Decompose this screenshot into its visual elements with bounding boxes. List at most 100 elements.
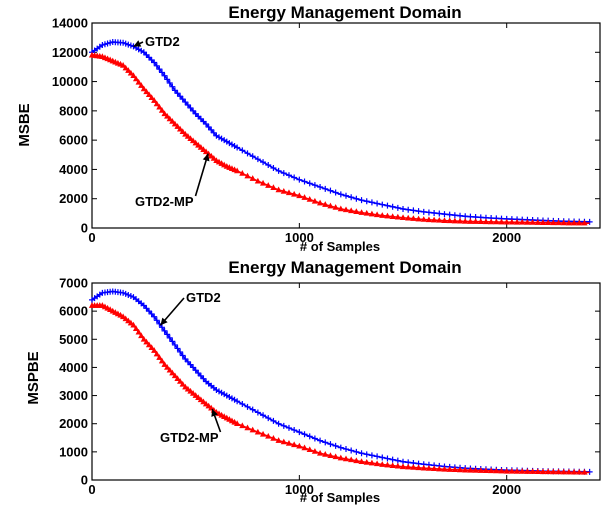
series-gtd2-mp-marker: [368, 459, 376, 466]
series-gtd2-mp-marker: [125, 317, 132, 324]
annotation-arrowhead: [133, 40, 142, 47]
series-gtd2-mp-marker: [119, 313, 127, 320]
x-tick-label: 0: [88, 230, 95, 245]
series-gtd2-marker: [343, 446, 349, 453]
series-gtd2-marker: [415, 208, 422, 215]
series-gtd2-mp-marker: [337, 454, 344, 461]
series-gtd2-mp-marker: [436, 216, 443, 223]
series-gtd2-mp-marker: [545, 219, 552, 226]
series-gtd2-mp-marker: [425, 465, 433, 471]
annotation-arrow: [194, 153, 209, 197]
series-gtd2-mp-marker: [161, 361, 168, 367]
series-gtd2-marker: [161, 72, 168, 79]
series-gtd2-mp-marker: [363, 458, 370, 465]
series-gtd2-mp-marker: [353, 457, 360, 464]
series-gtd2-mp-marker: [462, 217, 469, 224]
series-gtd2-mp-marker: [301, 444, 308, 451]
series-gtd2-mp-marker: [498, 218, 505, 225]
series-gtd2-marker: [169, 338, 176, 345]
series-gtd2-marker: [368, 452, 375, 459]
series-gtd2-marker: [322, 439, 329, 446]
series-gtd2-mp-marker: [311, 448, 319, 454]
series-gtd2-mp-marker: [316, 449, 324, 456]
series-gtd2-marker: [270, 417, 277, 424]
series-gtd2-mp-marker: [519, 218, 526, 225]
series-gtd2-mp-marker: [166, 366, 173, 373]
series-gtd2-marker: [239, 401, 246, 408]
series-gtd2-mp-marker: [456, 466, 464, 473]
series-gtd2-mp-marker: [182, 130, 189, 137]
series-gtd2-mp-marker: [239, 422, 246, 429]
series-gtd2-mp-marker: [576, 219, 583, 226]
series-gtd2-mp-marker: [202, 148, 210, 155]
series-gtd2-mp-marker: [291, 190, 298, 197]
series-gtd2-marker: [311, 435, 318, 442]
series-gtd2-marker: [306, 180, 313, 187]
series-gtd2-mp-marker: [145, 91, 153, 98]
y-tick-label: 5000: [59, 332, 88, 347]
y-tick-label: 2000: [59, 191, 88, 206]
series-gtd2-marker: [161, 327, 168, 334]
x-tick-label: 0: [88, 482, 95, 497]
series-gtd2-mp-marker: [513, 218, 521, 225]
series-gtd2-marker: [169, 83, 176, 90]
x-axis-label: # of Samples: [300, 490, 380, 505]
series-gtd2-mp-marker: [275, 437, 282, 443]
series-gtd2-mp-marker: [508, 467, 515, 474]
series-gtd2-mp-marker: [545, 468, 552, 475]
series-gtd2-mp-marker: [529, 468, 536, 474]
series-gtd2-mp-marker: [164, 363, 171, 370]
series-gtd2-marker: [317, 184, 324, 190]
series-gtd2-marker: [153, 317, 160, 324]
series-gtd2-mp-marker: [138, 332, 145, 339]
series-gtd2-marker: [280, 170, 287, 177]
series-gtd2-marker: [441, 211, 448, 218]
series-gtd2-marker: [431, 209, 438, 216]
series-gtd2-mp-marker: [161, 110, 168, 117]
series-gtd2-mp-marker: [576, 468, 583, 475]
series-gtd2-marker: [311, 182, 318, 189]
x-tick-label: 2000: [492, 482, 521, 497]
series-gtd2-mp-marker: [239, 170, 246, 176]
series-gtd2-mp-marker: [565, 468, 573, 475]
series-gtd2-mp-marker: [275, 186, 282, 193]
series-gtd2-mp-marker: [244, 424, 251, 431]
series-gtd2-mp-marker: [560, 468, 567, 475]
series-gtd2-mp-marker: [441, 465, 448, 472]
series-gtd2-marker: [166, 334, 173, 341]
series-gtd2-mp-marker: [420, 216, 427, 222]
y-tick-label: 2000: [59, 416, 88, 431]
series-gtd2-mp-marker: [539, 219, 547, 225]
series-gtd2-marker: [164, 331, 171, 338]
series-gtd2-mp-marker: [151, 347, 158, 353]
series-gtd2-mp-marker: [519, 468, 526, 474]
series-gtd2-marker: [260, 412, 267, 419]
series-gtd2-mp-marker: [358, 209, 365, 215]
chart-msbe: Energy Management Domain MSBE # of Sampl…: [16, 3, 601, 254]
series-gtd2-mp-marker: [394, 213, 401, 220]
series-gtd2-mp-marker: [472, 218, 479, 224]
series-gtd2-mp-marker: [311, 197, 319, 204]
series-gtd2-mp-marker: [127, 319, 134, 326]
series-gtd2-mp-marker: [332, 204, 339, 210]
series-gtd2-mp-marker: [254, 177, 261, 184]
series-gtd2-mp-marker: [316, 199, 324, 206]
series-gtd2-mp-marker: [405, 214, 412, 221]
series-gtd2-marker: [174, 345, 181, 352]
series-gtd2-marker: [171, 341, 178, 348]
series-gtd2-mp-marker: [358, 458, 365, 465]
series-gtd2-marker: [234, 398, 241, 405]
series-gtd2-marker: [249, 406, 256, 413]
series-gtd2-mp-marker: [187, 135, 194, 141]
series-gtd2-mp-marker: [493, 467, 500, 474]
series-gtd2-mp-marker: [192, 139, 199, 146]
series-gtd2-mp-marker: [555, 468, 562, 475]
series-gtd2-mp-marker: [415, 215, 422, 222]
annotation-label: GTD2: [186, 290, 221, 305]
series-gtd2-marker: [420, 208, 427, 215]
series-gtd2-mp-marker: [179, 380, 186, 387]
series-gtd2-mp-marker: [415, 464, 422, 471]
series-gtd2-mp-marker: [570, 468, 578, 475]
series-gtd2-marker: [394, 457, 401, 464]
series-gtd2-marker: [425, 209, 432, 216]
